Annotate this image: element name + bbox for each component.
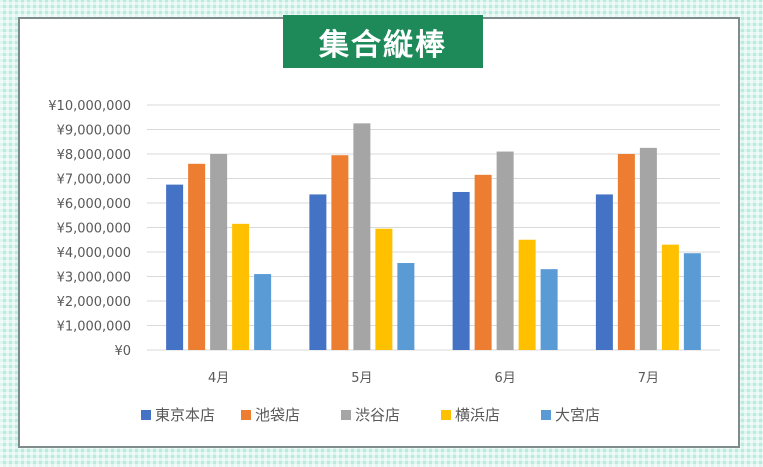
bar xyxy=(397,263,415,350)
legend-label: 池袋店 xyxy=(255,406,300,424)
bar xyxy=(254,274,272,350)
y-tick-label: ¥4,000,000 xyxy=(57,246,131,261)
bar xyxy=(166,184,184,350)
bar xyxy=(188,163,206,350)
y-tick-label: ¥10,000,000 xyxy=(48,99,131,114)
legend-swatch xyxy=(441,410,451,420)
bar xyxy=(452,191,470,350)
y-tick-label: ¥1,000,000 xyxy=(57,320,131,335)
x-tick-label: 5月 xyxy=(351,371,372,386)
bar xyxy=(617,154,635,350)
x-tick-label: 7月 xyxy=(638,371,659,386)
y-tick-label: ¥5,000,000 xyxy=(57,222,131,237)
y-tick-label: ¥3,000,000 xyxy=(57,271,131,286)
bar xyxy=(353,123,371,350)
chart-panel: 集合縦棒 ¥0 ¥1,000,000 ¥2,000,000 ¥3,000,000 ¥4,… xyxy=(18,15,740,448)
bar xyxy=(331,155,349,350)
bar xyxy=(210,154,228,350)
legend-swatch xyxy=(241,410,251,420)
y-tick-label: ¥9,000,000 xyxy=(57,124,131,139)
legend-label: 渋谷店 xyxy=(355,406,400,424)
bar xyxy=(639,147,657,350)
legend-swatch xyxy=(141,410,151,420)
legend-swatch xyxy=(341,410,351,420)
y-tick-label: ¥6,000,000 xyxy=(57,197,131,212)
legend-label: 横浜店 xyxy=(455,406,500,424)
y-tick-label: ¥7,000,000 xyxy=(57,173,131,188)
bar xyxy=(474,174,492,350)
bar xyxy=(661,244,679,350)
legend-label: 大宮店 xyxy=(555,406,600,424)
bar xyxy=(518,239,536,350)
bar xyxy=(496,151,514,350)
legend-label: 東京本店 xyxy=(155,406,215,424)
chart-title: 集合縦棒 xyxy=(283,15,483,68)
y-tick-label: ¥8,000,000 xyxy=(57,148,131,163)
bar xyxy=(309,194,327,350)
bar xyxy=(375,228,393,350)
bar xyxy=(540,269,558,350)
x-tick-label: 4月 xyxy=(208,371,229,386)
bar xyxy=(683,253,701,350)
y-tick-label: ¥0 xyxy=(114,344,131,359)
y-tick-label: ¥2,000,000 xyxy=(57,295,131,310)
bar xyxy=(595,194,613,350)
x-tick-label: 6月 xyxy=(494,371,515,386)
bar xyxy=(232,223,250,350)
bar-chart: ¥0 ¥1,000,000 ¥2,000,000 ¥3,000,000 ¥4,000,0… xyxy=(48,99,720,424)
legend-swatch xyxy=(541,410,551,420)
